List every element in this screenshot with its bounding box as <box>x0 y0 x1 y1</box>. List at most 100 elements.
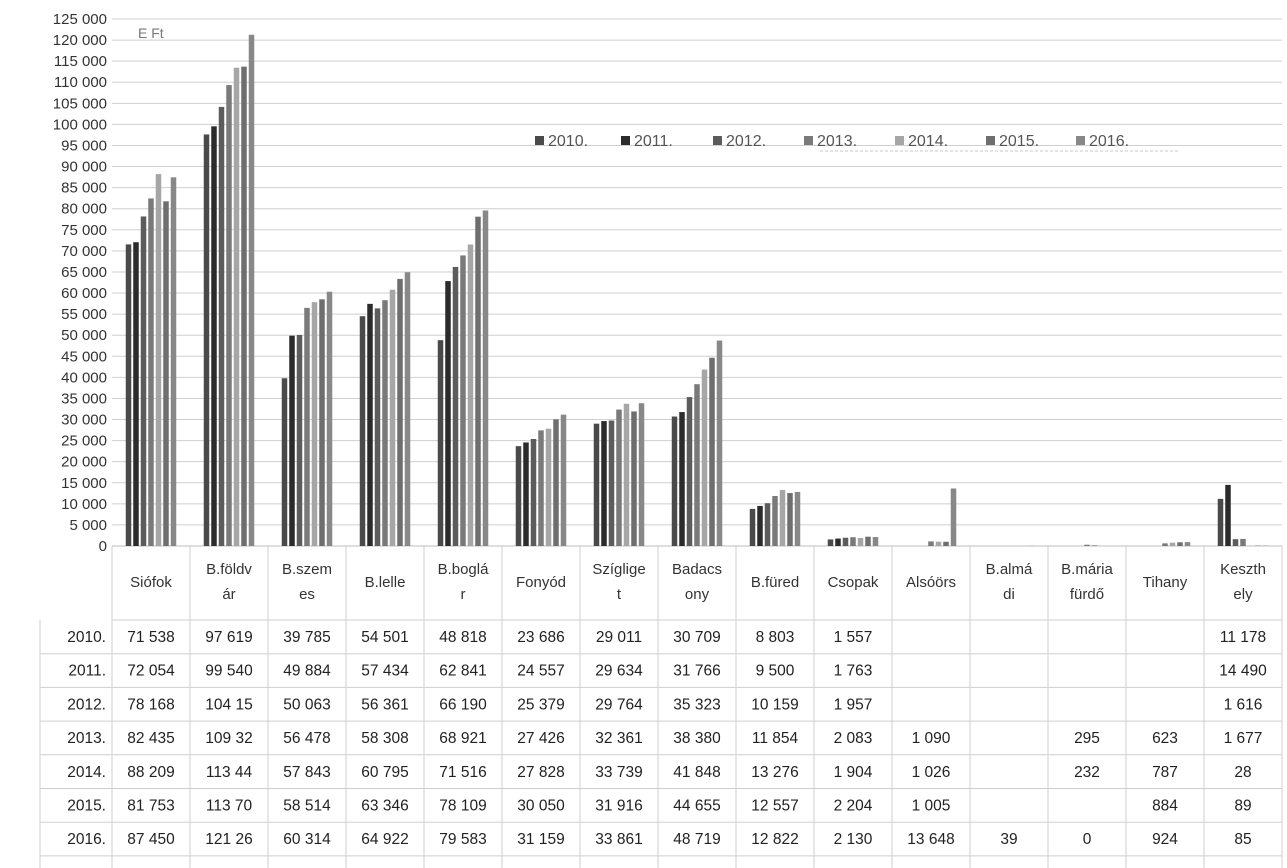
data-label: 81 753 <box>127 798 174 815</box>
bar <box>437 340 444 546</box>
data-label: 44 655 <box>673 798 720 815</box>
bar <box>133 242 139 546</box>
bar <box>326 291 333 546</box>
bar <box>1232 539 1239 546</box>
bar <box>772 496 778 546</box>
legend-swatch <box>804 136 813 145</box>
bar <box>460 255 466 546</box>
y-tick-label: 125 000 <box>53 11 107 28</box>
data-label: 29 764 <box>595 696 643 713</box>
row-label: 2010. <box>67 629 106 646</box>
bar <box>787 493 793 546</box>
data-label: 1 616 <box>1224 696 1263 713</box>
bar <box>538 430 544 546</box>
data-label: 54 501 <box>361 629 408 646</box>
y-tick-label: 100 000 <box>53 116 107 133</box>
row-label: 2014. <box>67 764 106 781</box>
data-label: 13 648 <box>907 831 954 848</box>
data-label: 884 <box>1152 798 1178 815</box>
bar <box>523 442 529 546</box>
data-label: 9 500 <box>756 663 795 680</box>
data-label: 32 361 <box>595 730 642 747</box>
data-label: 79 583 <box>439 831 486 848</box>
bar <box>311 302 318 546</box>
y-tick-label: 45 000 <box>61 348 107 365</box>
bar <box>872 537 879 546</box>
bar <box>248 34 255 546</box>
bar <box>857 537 864 546</box>
data-label: 62 841 <box>439 663 486 680</box>
legend-label: 2016. <box>1089 133 1129 150</box>
bar <box>382 300 388 546</box>
data-label: 41 848 <box>673 764 720 781</box>
y-axis-tick-labels: 125 000 120 000 115 000 110 000 105 000 100 0… <box>53 11 107 555</box>
bar <box>211 126 217 547</box>
data-label: 8 803 <box>756 629 795 646</box>
data-label: 58 308 <box>361 730 408 747</box>
data-label: 68 921 <box>439 730 486 747</box>
legend-swatch <box>713 136 722 145</box>
row-label: 2015. <box>67 798 106 815</box>
data-label: 1 005 <box>912 798 951 815</box>
y-tick-label: 35 000 <box>61 390 107 407</box>
category-label: ár <box>222 586 235 603</box>
data-label: 35 323 <box>673 696 720 713</box>
category-label: Csopak <box>828 574 879 591</box>
data-label: 99 540 <box>205 663 253 680</box>
data-label: 71 516 <box>439 764 486 781</box>
data-label: 1 557 <box>834 629 873 646</box>
y-tick-label: 15 000 <box>61 475 107 492</box>
data-label: 66 190 <box>439 696 487 713</box>
data-label: 1 026 <box>912 764 951 781</box>
category-label: Keszth <box>1220 561 1266 578</box>
bar <box>757 505 763 546</box>
data-label: 29 011 <box>596 629 642 646</box>
category-label: Fonyód <box>516 574 566 591</box>
data-label: 60 795 <box>361 764 408 781</box>
bar <box>865 536 871 546</box>
bar <box>170 177 177 547</box>
data-label: 14 490 <box>1219 663 1267 680</box>
y-tick-label: 30 000 <box>61 412 107 429</box>
bar <box>140 216 147 546</box>
category-label: Szíglige <box>592 561 645 578</box>
bar <box>155 174 162 547</box>
data-label: 113 44 <box>206 764 253 781</box>
bar <box>1169 542 1176 546</box>
bar <box>445 281 451 546</box>
category-label: B.mária <box>1061 561 1113 578</box>
bar <box>601 421 607 546</box>
category-label: B.szem <box>282 561 332 578</box>
data-label: 2 130 <box>834 831 873 848</box>
category-label: t <box>617 586 622 603</box>
data-label: 1 957 <box>834 696 873 713</box>
bar <box>482 210 489 546</box>
data-label: 295 <box>1074 730 1100 747</box>
bar <box>359 316 366 546</box>
legend-label: 2013. <box>817 133 857 150</box>
bar <box>827 539 834 546</box>
data-label: 30 050 <box>517 798 565 815</box>
data-label: 27 426 <box>517 730 564 747</box>
data-label: 60 314 <box>283 831 331 848</box>
bar <box>545 428 552 546</box>
data-label: 28 <box>1234 764 1251 781</box>
bar <box>749 508 756 546</box>
bar <box>515 446 522 546</box>
category-label: Alsóörs <box>906 574 956 591</box>
data-label: 48 719 <box>673 831 720 848</box>
category-label: es <box>299 586 315 603</box>
bar <box>148 198 154 546</box>
data-label: 38 380 <box>673 730 721 747</box>
data-label: 72 054 <box>127 663 175 680</box>
legend-label: 2012. <box>726 133 766 150</box>
data-label: 87 450 <box>127 831 175 848</box>
y-tick-label: 80 000 <box>61 201 107 218</box>
data-label: 82 435 <box>127 730 174 747</box>
data-label: 2 083 <box>834 730 873 747</box>
data-label: 27 828 <box>517 764 564 781</box>
bar <box>233 67 240 546</box>
y-tick-label: 40 000 <box>61 369 107 386</box>
category-label: B.lelle <box>365 574 406 591</box>
y-tick-label: 105 000 <box>53 95 107 112</box>
